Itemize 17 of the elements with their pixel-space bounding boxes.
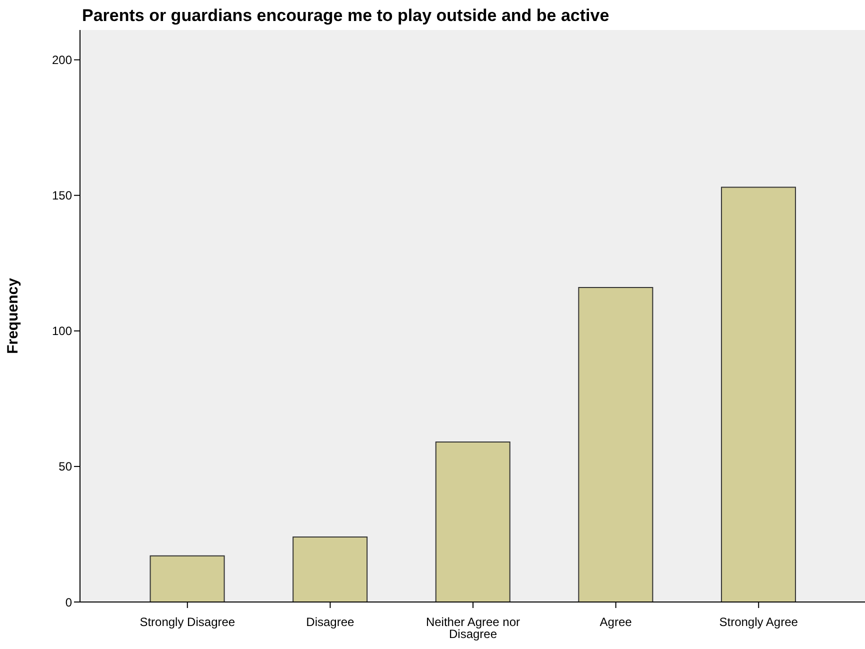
bar (435, 442, 510, 602)
y-tick-label: 150 (52, 188, 72, 203)
bar (720, 186, 796, 602)
chart-title: Parents or guardians encourage me to play outside and be active (82, 6, 610, 26)
y-axis-title: Frequency (4, 277, 22, 354)
bar (292, 536, 368, 602)
x-tick-label: Strongly Agree (719, 615, 798, 629)
x-tick-label: Neither Agree nor Disagree (426, 615, 520, 641)
x-tick-label: Agree (600, 615, 632, 629)
y-tick-label: 0 (65, 595, 72, 610)
x-tick-label: Strongly Disagree (140, 615, 236, 629)
bar (150, 555, 225, 602)
y-tick-label: 100 (52, 324, 72, 338)
y-tick-label: 200 (52, 53, 72, 68)
x-tick-label: Disagree (306, 615, 355, 629)
bar (578, 287, 654, 602)
y-tick-label: 50 (58, 460, 72, 474)
